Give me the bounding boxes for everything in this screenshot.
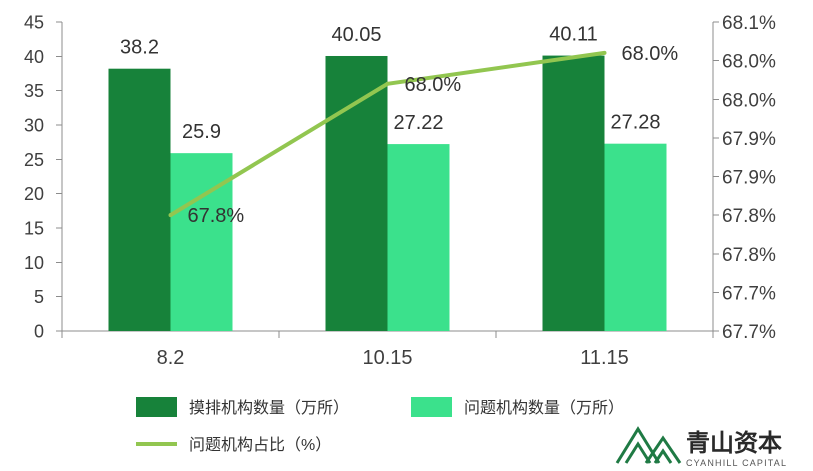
left-y-tick-label: 25: [24, 150, 44, 170]
problem-ratio-data-label: 68.0%: [622, 43, 679, 65]
x-axis-ticks: 8.2 10.15 11.15: [61, 331, 714, 369]
data-labels: 38.2 40.05 40.11 25.9 27.22 27.28 67.8% 68.0% 68…: [120, 24, 678, 228]
problem-ratio-point: [602, 50, 607, 55]
problem-ratio-point: [168, 213, 173, 218]
left-y-tick-label: 5: [34, 287, 44, 307]
problem-institutions-data-label: 25.9: [182, 121, 221, 143]
problem-institutions-bar: [387, 144, 450, 331]
problem-institutions-bar: [170, 153, 233, 331]
legend-label-surveyed-institutions: 摸排机构数量（万所）: [189, 399, 349, 417]
problem-institutions-bar: [604, 143, 667, 331]
line-marks: [168, 50, 607, 218]
legend-label-problem-institutions: 问题机构数量（万所）: [464, 399, 624, 417]
legend-label-problem-ratio: 问题机构占比（%）: [189, 436, 331, 454]
surveyed-institutions-bar: [325, 55, 388, 332]
left-y-axis-ticks: 0 5 10 15 20 25 30 35 40 45: [24, 13, 62, 342]
x-category-label: 10.15: [362, 347, 412, 369]
right-y-tick-label: 68.1%: [722, 13, 776, 34]
mountain-icon: [615, 426, 682, 464]
surveyed-institutions-bar: [542, 55, 605, 331]
x-category-label: 8.2: [157, 347, 185, 369]
problem-institutions-data-label: 27.22: [393, 112, 443, 134]
right-y-tick-label: 68.0%: [722, 90, 776, 111]
legend-swatch-surveyed-institutions: [136, 397, 177, 417]
problem-ratio-data-label: 68.0%: [405, 74, 462, 96]
problem-ratio-point: [385, 81, 390, 86]
problem-institutions-data-label: 27.28: [610, 112, 660, 134]
logo-tagline: CYANHILL CAPITAL: [686, 458, 786, 468]
mountain-icon-right-outer: [644, 435, 682, 464]
right-y-tick-label: 67.8%: [722, 206, 776, 227]
left-y-tick-label: 0: [34, 322, 44, 342]
left-y-tick-label: 40: [24, 47, 44, 67]
x-category-label: 11.15: [580, 347, 629, 369]
bar-marks: [108, 55, 667, 332]
right-y-tick-label: 67.7%: [722, 322, 776, 343]
right-y-tick-label: 67.7%: [722, 283, 776, 304]
mountain-icon-right-inner: [653, 448, 673, 464]
right-y-axis-ticks: 67.7% 67.7% 67.8% 67.8% 67.9% 67.9% 68.0% 68.0%…: [713, 13, 776, 343]
brand-logo: 青山资本 CYANHILL CAPITAL: [615, 426, 786, 468]
logo-name: 青山资本: [686, 430, 782, 457]
surveyed-institutions-data-label: 40.11: [549, 24, 598, 46]
right-y-tick-label: 67.8%: [722, 245, 776, 266]
left-y-tick-label: 45: [24, 13, 44, 33]
mountain-icon-left-inner: [624, 441, 652, 464]
legend-item-surveyed-institutions: 摸排机构数量（万所）: [136, 397, 349, 417]
surveyed-institutions-data-label: 38.2: [120, 37, 159, 59]
legend-item-problem-institutions: 问题机构数量（万所）: [411, 397, 624, 417]
legend-item-problem-ratio: 问题机构占比（%）: [136, 436, 331, 454]
surveyed-institutions-data-label: 40.05: [331, 24, 381, 46]
right-y-tick-label: 68.0%: [722, 52, 776, 73]
left-y-tick-label: 30: [24, 116, 44, 136]
problem-ratio-data-label: 67.8%: [188, 205, 245, 227]
right-y-tick-label: 67.9%: [722, 129, 776, 150]
right-y-tick-label: 67.9%: [722, 168, 776, 189]
surveyed-institutions-bar: [108, 68, 171, 332]
legend-swatch-problem-institutions: [411, 397, 452, 417]
left-y-tick-label: 15: [24, 219, 44, 239]
legend: 摸排机构数量（万所） 问题机构数量（万所） 问题机构占比（%）: [136, 397, 624, 454]
left-y-tick-label: 35: [24, 81, 44, 101]
left-y-tick-label: 20: [24, 184, 44, 204]
left-y-tick-label: 10: [24, 253, 44, 273]
